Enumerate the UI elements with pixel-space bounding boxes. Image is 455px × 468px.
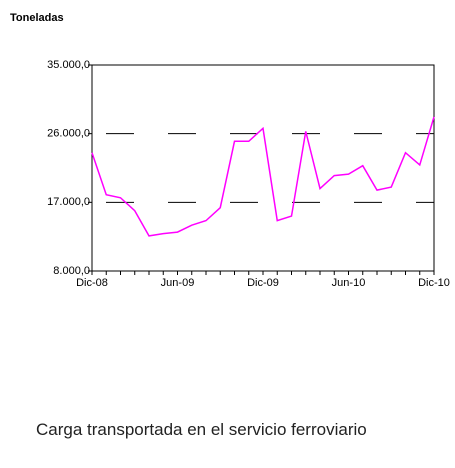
x-tick-label: Dic-10 — [418, 277, 450, 289]
y-tick-label: 26.000,0 — [47, 128, 90, 140]
plot-frame — [91, 64, 435, 272]
x-tick-label: Dic-09 — [247, 277, 279, 289]
data-line — [91, 116, 435, 237]
caption: Carga transportada en el servicio ferrov… — [36, 420, 367, 439]
y-tick-label: 17.000,0 — [47, 196, 90, 208]
x-tick-label: Dic-08 — [76, 277, 108, 289]
chart-title: Toneladas — [10, 12, 64, 24]
x-tick-label: Jun-10 — [332, 277, 366, 289]
y-tick-label: 35.000,0 — [47, 59, 90, 71]
chart: Toneladas 8.000,0 17.000,0 26.000,0 35.000,… — [10, 12, 450, 289]
x-tick-label: Jun-09 — [161, 277, 195, 289]
y-tick-label: 8.000,0 — [53, 265, 90, 277]
